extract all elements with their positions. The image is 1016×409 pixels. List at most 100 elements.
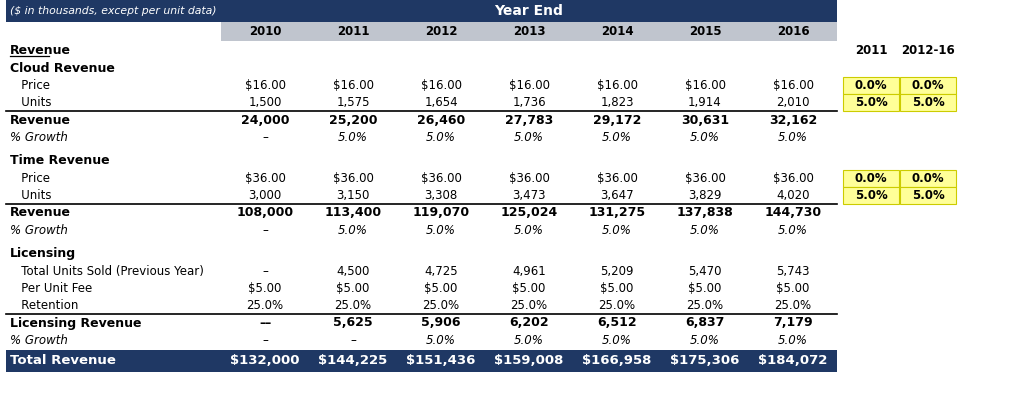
Text: 5.0%: 5.0%	[514, 131, 544, 144]
Text: 32,162: 32,162	[769, 114, 817, 126]
Bar	[843, 94, 899, 111]
Text: 5.0%: 5.0%	[338, 131, 368, 144]
Text: 5.0%: 5.0%	[778, 334, 808, 347]
Text: 4,961: 4,961	[512, 265, 546, 278]
Text: Retention: Retention	[10, 299, 78, 312]
Text: Price: Price	[10, 172, 50, 185]
Text: 25.0%: 25.0%	[598, 299, 636, 312]
Text: $16.00: $16.00	[332, 79, 374, 92]
Text: Total Revenue: Total Revenue	[10, 355, 116, 368]
Bar	[6, 350, 837, 372]
Text: Per Unit Fee: Per Unit Fee	[10, 282, 92, 295]
Text: 5.0%: 5.0%	[602, 224, 632, 237]
Text: ($ in thousands, except per unit data): ($ in thousands, except per unit data)	[10, 6, 216, 16]
Text: 3,473: 3,473	[512, 189, 546, 202]
Text: 2013: 2013	[513, 25, 546, 38]
Text: 0.0%: 0.0%	[911, 79, 944, 92]
Text: $36.00: $36.00	[421, 172, 461, 185]
Text: 5.0%: 5.0%	[690, 131, 720, 144]
Text: 3,000: 3,000	[248, 189, 281, 202]
Text: $151,436: $151,436	[406, 355, 475, 368]
Text: 4,725: 4,725	[425, 265, 458, 278]
Text: 5.0%: 5.0%	[854, 189, 887, 202]
Text: $16.00: $16.00	[596, 79, 637, 92]
Text: 5.0%: 5.0%	[426, 131, 456, 144]
Text: $36.00: $36.00	[772, 172, 814, 185]
Text: –: –	[262, 334, 268, 347]
Text: $5.00: $5.00	[600, 282, 634, 295]
Text: $175,306: $175,306	[671, 355, 740, 368]
Text: $159,008: $159,008	[495, 355, 564, 368]
Text: $166,958: $166,958	[582, 355, 651, 368]
Text: 5.0%: 5.0%	[602, 334, 632, 347]
Text: 5.0%: 5.0%	[338, 224, 368, 237]
Text: 5.0%: 5.0%	[854, 96, 887, 109]
Text: $36.00: $36.00	[332, 172, 374, 185]
Text: 24,000: 24,000	[241, 114, 290, 126]
Text: % Growth: % Growth	[10, 224, 68, 237]
Text: 6,837: 6,837	[686, 317, 724, 330]
Text: 5.0%: 5.0%	[690, 224, 720, 237]
Text: 137,838: 137,838	[677, 207, 734, 220]
Text: Price: Price	[10, 79, 50, 92]
Text: 5,470: 5,470	[688, 265, 721, 278]
Text: 108,000: 108,000	[237, 207, 294, 220]
Text: Year End: Year End	[495, 4, 564, 18]
Text: $5.00: $5.00	[248, 282, 281, 295]
Bar	[900, 170, 956, 187]
Text: $36.00: $36.00	[596, 172, 637, 185]
Text: $5.00: $5.00	[776, 282, 810, 295]
Text: 6,512: 6,512	[597, 317, 637, 330]
Text: 25,200: 25,200	[329, 114, 377, 126]
Bar	[843, 187, 899, 204]
Text: 1,736: 1,736	[512, 96, 546, 109]
Text: 25.0%: 25.0%	[247, 299, 283, 312]
Text: 3,647: 3,647	[600, 189, 634, 202]
Text: 1,500: 1,500	[248, 96, 281, 109]
Text: $16.00: $16.00	[245, 79, 285, 92]
Text: $16.00: $16.00	[772, 79, 814, 92]
Text: 29,172: 29,172	[592, 114, 641, 126]
Text: 5,625: 5,625	[333, 317, 373, 330]
Text: 3,829: 3,829	[688, 189, 721, 202]
Text: 131,275: 131,275	[588, 207, 645, 220]
Text: Units: Units	[10, 189, 52, 202]
Bar	[843, 77, 899, 94]
Text: 144,730: 144,730	[764, 207, 822, 220]
Text: 2016: 2016	[776, 25, 810, 38]
Text: 0.0%: 0.0%	[854, 79, 887, 92]
Text: 6,202: 6,202	[509, 317, 549, 330]
Text: 0.0%: 0.0%	[911, 172, 944, 185]
Bar	[843, 170, 899, 187]
Text: 125,024: 125,024	[500, 207, 558, 220]
Text: 27,783: 27,783	[505, 114, 553, 126]
Text: 119,070: 119,070	[412, 207, 469, 220]
Text: $16.00: $16.00	[508, 79, 550, 92]
Text: 25.0%: 25.0%	[510, 299, 548, 312]
Text: 5.0%: 5.0%	[690, 334, 720, 347]
Text: 2014: 2014	[600, 25, 633, 38]
Text: $16.00: $16.00	[685, 79, 725, 92]
Text: 1,575: 1,575	[336, 96, 370, 109]
Text: $144,225: $144,225	[318, 355, 388, 368]
Text: –: –	[351, 334, 356, 347]
Text: 5,209: 5,209	[600, 265, 634, 278]
Text: $36.00: $36.00	[509, 172, 550, 185]
Text: 5.0%: 5.0%	[778, 131, 808, 144]
Text: 5.0%: 5.0%	[426, 224, 456, 237]
Text: 25.0%: 25.0%	[423, 299, 459, 312]
Text: 4,020: 4,020	[776, 189, 810, 202]
Text: 5.0%: 5.0%	[911, 96, 945, 109]
Text: 26,460: 26,460	[417, 114, 465, 126]
Text: Total Units Sold (Previous Year): Total Units Sold (Previous Year)	[10, 265, 204, 278]
Text: 113,400: 113,400	[324, 207, 382, 220]
Text: 3,150: 3,150	[336, 189, 370, 202]
Text: 5,906: 5,906	[422, 317, 460, 330]
Bar	[900, 94, 956, 111]
Text: 4,500: 4,500	[336, 265, 370, 278]
Text: $184,072: $184,072	[758, 355, 828, 368]
Text: $16.00: $16.00	[421, 79, 461, 92]
Text: Revenue: Revenue	[10, 207, 71, 220]
Text: 5.0%: 5.0%	[778, 224, 808, 237]
Text: 5.0%: 5.0%	[514, 334, 544, 347]
